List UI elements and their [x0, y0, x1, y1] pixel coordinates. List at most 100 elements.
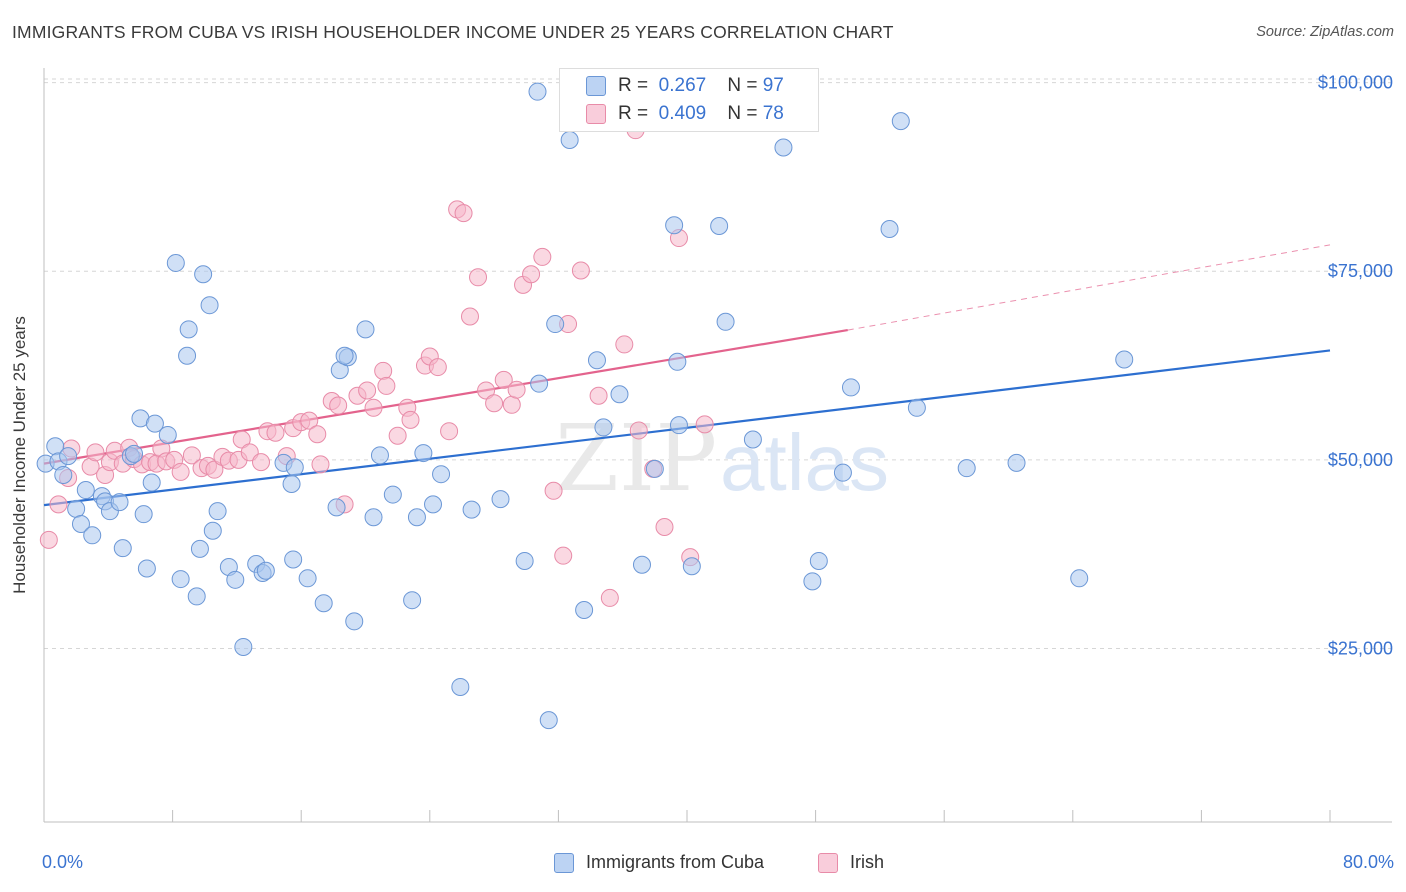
- legend-r-label: R =: [618, 103, 649, 124]
- irish-point: [494, 370, 513, 389]
- cuba-point: [803, 572, 822, 591]
- cuba-point: [327, 498, 346, 517]
- irish-point: [232, 430, 251, 449]
- cuba-point: [187, 587, 206, 606]
- cuba-point: [891, 112, 910, 131]
- irish-point: [629, 421, 648, 440]
- irish-point: [266, 423, 285, 442]
- cuba-point: [451, 677, 470, 696]
- irish-point: [544, 481, 563, 500]
- legend-r-value: 0.267: [658, 75, 707, 96]
- irish-point: [571, 261, 590, 280]
- cuba-point: [203, 521, 222, 540]
- irish-point: [655, 518, 674, 537]
- irish-point: [308, 425, 327, 444]
- cuba-point: [432, 465, 451, 484]
- cuba-point: [178, 346, 197, 365]
- cuba-point: [682, 557, 701, 576]
- cuba-point: [594, 418, 613, 437]
- cuba-point: [113, 539, 132, 558]
- y-tick-labels: $25,000 $50,000 $75,000 $100,000: [1318, 73, 1393, 659]
- cuba-point: [743, 430, 762, 449]
- irish-point: [182, 446, 201, 465]
- irish-point: [300, 411, 319, 430]
- cuba-point: [462, 500, 481, 519]
- irish-point: [401, 410, 420, 429]
- irish-point: [477, 381, 496, 400]
- irish-point: [522, 265, 541, 284]
- cuba-point: [284, 550, 303, 569]
- irish-point: [39, 530, 58, 549]
- cuba-point: [145, 414, 164, 433]
- irish-point: [695, 415, 714, 434]
- watermark-zip: ZIP: [555, 405, 717, 512]
- correlation-legend: R = 0.267 N = 97 R = 0.409 N = 78: [559, 68, 819, 132]
- data-points: [36, 82, 1134, 730]
- x-axis-min-label: 0.0%: [42, 852, 84, 872]
- y-tick-label: $25,000: [1328, 638, 1393, 658]
- cuba-point: [546, 315, 565, 334]
- cuba-point: [83, 526, 102, 545]
- irish-point: [374, 361, 393, 380]
- y-tick-label: $50,000: [1328, 450, 1393, 470]
- cuba-point: [71, 514, 90, 533]
- axes: [43, 68, 1392, 823]
- cuba-point: [54, 465, 73, 484]
- legend-r-value: 0.409: [658, 103, 707, 124]
- legend-n-value: 78: [762, 103, 784, 124]
- cuba-point: [957, 459, 976, 478]
- cuba-point: [424, 495, 443, 514]
- bottom-legend-irish: Irish: [818, 852, 884, 873]
- cuba-point: [364, 508, 383, 527]
- cuba-point: [414, 444, 433, 463]
- irish-point: [469, 268, 488, 287]
- irish-point: [364, 398, 383, 417]
- cuba-point: [285, 458, 304, 477]
- irish-point: [311, 455, 330, 474]
- cuba-point: [200, 296, 219, 315]
- cuba-point: [1115, 350, 1134, 369]
- irish-point: [252, 453, 271, 472]
- irish-point: [600, 588, 619, 607]
- legend-row-cuba: R = 0.267 N = 97: [586, 73, 784, 99]
- cuba-point: [345, 612, 364, 631]
- y-tick-label: $75,000: [1328, 261, 1393, 281]
- irish-point: [554, 546, 573, 565]
- cuba-point: [158, 425, 177, 444]
- cuba-point: [530, 374, 549, 393]
- bottom-legend-swatch-blue: [554, 852, 574, 873]
- cuba-point: [208, 502, 227, 521]
- cuba-point: [610, 385, 629, 404]
- cuba-point: [370, 446, 389, 465]
- cuba-point: [1007, 453, 1026, 472]
- grid-lines: [44, 78, 1392, 649]
- cuba-point: [59, 447, 78, 466]
- cuba-point: [67, 499, 86, 518]
- watermark-atlas: atlas: [720, 418, 889, 507]
- cuba-point: [880, 219, 899, 238]
- cuba-point: [528, 82, 547, 101]
- irish-trend-line: [43, 329, 848, 465]
- legend-swatch-blue: [586, 76, 606, 96]
- cuba-point: [137, 559, 156, 578]
- cuba-point: [282, 475, 301, 494]
- irish-point: [49, 495, 68, 514]
- cuba-point: [665, 216, 684, 235]
- y-tick-label: $100,000: [1318, 73, 1393, 93]
- x-axis-max-label: 80.0%: [1342, 852, 1394, 872]
- irish-point: [502, 395, 521, 414]
- cuba-point: [833, 463, 852, 482]
- bottom-legend-cuba: Immigrants from Cuba: [554, 852, 764, 873]
- cuba-point: [587, 351, 606, 370]
- cuba-point: [142, 473, 161, 492]
- cuba-point: [809, 551, 828, 570]
- cuba-point: [125, 444, 144, 463]
- cuba-point: [76, 481, 95, 500]
- cuba-point: [560, 130, 579, 149]
- legend-n-label: N =: [727, 75, 758, 96]
- cuba-point: [190, 539, 209, 558]
- irish-point: [454, 204, 473, 223]
- bottom-legend-label: Immigrants from Cuba: [586, 852, 765, 872]
- irish-point: [507, 380, 526, 399]
